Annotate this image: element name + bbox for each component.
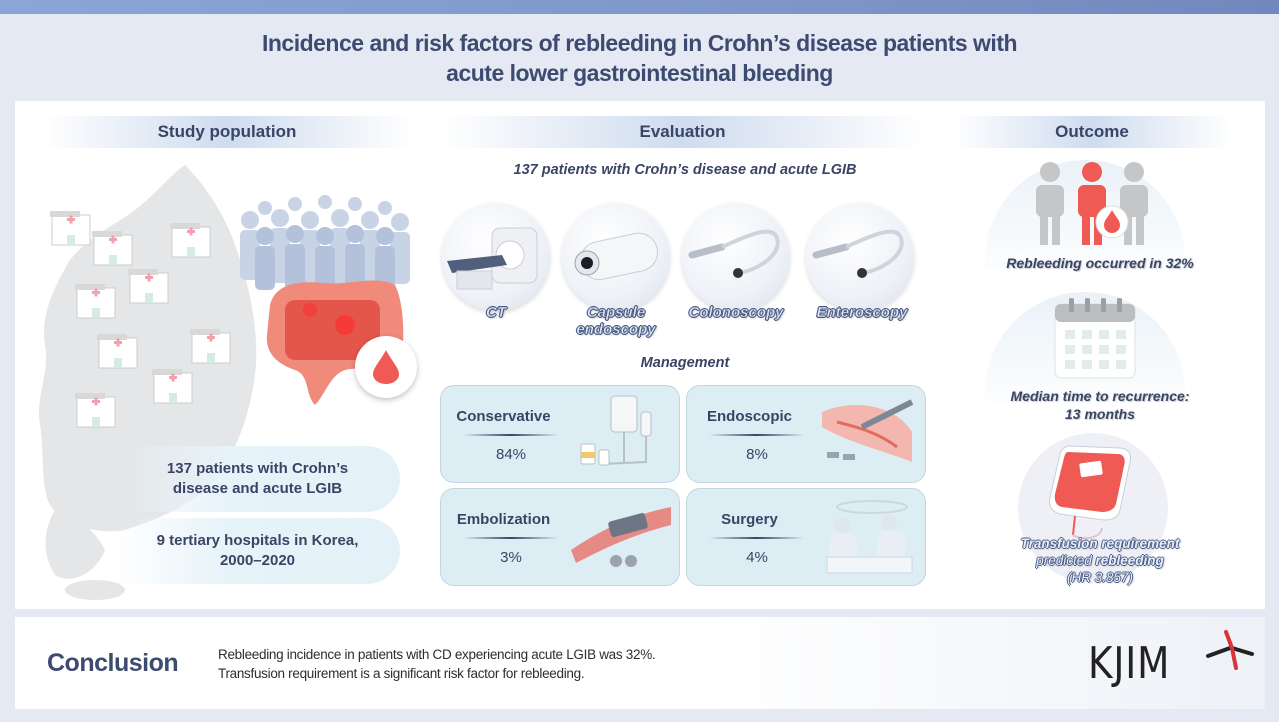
- management-card-endoscopic: Endoscopic 8%: [686, 385, 926, 483]
- hospitals-box: 9 tertiary hospitals in Korea, 2000–2020: [115, 518, 400, 584]
- hospital-icon: [75, 393, 116, 428]
- hospital-icon: [128, 269, 169, 304]
- enteroscope-icon: [812, 229, 904, 278]
- calendar-icon: [1054, 298, 1136, 379]
- divider: [463, 537, 558, 539]
- transfusion-finding: Transfusion requirement predicted reblee…: [950, 535, 1250, 586]
- hospitals-line-2: 2000–2020: [219, 552, 296, 569]
- title-line-2: acute lower gastrointestinal bleeding: [446, 60, 833, 86]
- top-bar: [0, 0, 1279, 14]
- management-name: Embolization: [456, 511, 551, 528]
- management-card-surgery: Surgery 4%: [686, 488, 926, 586]
- divider: [709, 434, 804, 436]
- hospital-icon: [190, 329, 231, 364]
- outcome-header: Outcome: [952, 116, 1232, 148]
- hospital-icon: [152, 369, 193, 404]
- ct-scanner-icon: [447, 227, 538, 290]
- rebleeding-rate: Rebleeding occurred in 32%: [1006, 255, 1194, 271]
- median-line-1: Median time to recurrence:: [1010, 388, 1190, 404]
- transfusion-line-2: predicted rebleeding: [950, 552, 1250, 569]
- hospital-icon: [97, 334, 138, 369]
- surgery-icon: [826, 500, 913, 574]
- enteroscopy-circle: [806, 203, 914, 311]
- iv-drip-icon: [580, 395, 652, 466]
- management-name: Endoscopic: [706, 408, 792, 425]
- management-name: Conservative: [456, 408, 551, 425]
- people-icon: [1036, 162, 1148, 245]
- management-title: Management: [640, 355, 730, 371]
- logo-cross-icon: [1206, 630, 1254, 670]
- conclusion-title: Conclusion: [47, 649, 179, 677]
- evaluation-header: Evaluation: [440, 116, 925, 148]
- hospital-icon: [50, 211, 91, 246]
- title-line-1: Incidence and risk factors of rebleeding…: [261, 30, 1018, 56]
- blood-bag-icon: [1049, 445, 1131, 540]
- colonoscopy-circle: [682, 203, 790, 311]
- endoscopic-clip-icon: [822, 399, 914, 462]
- evaluation-subtitle: 137 patients with Crohn’s disease and ac…: [513, 162, 857, 178]
- transfusion-line-3: (HR 3.857): [1066, 570, 1134, 585]
- conclusion-line-1: Rebleeding incidence in patients with CD…: [218, 647, 656, 662]
- capsule-icon: [574, 232, 658, 281]
- divider: [709, 537, 804, 539]
- conclusion-line-2: Transfusion requirement is a significant…: [218, 666, 585, 681]
- patients-box: 137 patients with Crohn’s disease and ac…: [115, 446, 400, 512]
- blood-drop-badge: [355, 336, 417, 398]
- transfusion-line-2a: predicted: [1036, 553, 1096, 568]
- management-value: 4%: [746, 549, 768, 566]
- management-value: 84%: [495, 446, 527, 463]
- divider: [463, 434, 558, 436]
- colonoscopy-label: Colonoscopy: [688, 304, 784, 321]
- hospital-icon: [170, 223, 211, 258]
- ct-label: CT: [486, 304, 506, 321]
- management-name: Surgery: [721, 511, 778, 528]
- crowd-icon: [240, 195, 410, 290]
- median-line-2: 13 months: [1064, 406, 1135, 422]
- hospital-icon: [92, 231, 133, 266]
- colonoscope-icon: [688, 229, 780, 278]
- capsule-endoscopy-label: Capsule endoscopy: [556, 304, 676, 338]
- management-card-embolization: Embolization 3%: [440, 488, 680, 586]
- conclusion-panel: [15, 617, 1265, 709]
- ct-circle: [442, 203, 550, 311]
- blood-drop-icon: [373, 350, 399, 384]
- hospitals-line-1: 9 tertiary hospitals in Korea,: [156, 532, 359, 549]
- management-value: 3%: [500, 549, 522, 566]
- conclusion-text: Rebleeding incidence in patients with CD…: [218, 645, 656, 683]
- management-value: 8%: [746, 446, 768, 463]
- transfusion-line-1: Transfusion requirement: [1020, 536, 1180, 551]
- hospital-icon: [75, 284, 116, 319]
- patients-line-1: 137 patients with Crohn’s: [166, 460, 349, 477]
- kjim-logo: KJIM: [1088, 628, 1258, 704]
- capsule-label-line-2: endoscopy: [576, 321, 656, 338]
- study-population-header: Study population: [42, 116, 412, 148]
- logo-text: KJIM: [1088, 638, 1171, 689]
- capsule-label-line-1: Capsule: [586, 304, 646, 321]
- management-card-conservative: Conservative 84%: [440, 385, 680, 483]
- transfusion-line-2b: rebleeding: [1095, 553, 1164, 568]
- page-title: Incidence and risk factors of rebleeding…: [0, 28, 1279, 88]
- capsule-circle: [562, 203, 670, 311]
- enteroscopy-label: Enteroscopy: [816, 304, 908, 321]
- colon-icon: [266, 280, 404, 405]
- median-time: Median time to recurrence: 13 months: [950, 387, 1250, 423]
- right-strip: [1265, 101, 1279, 609]
- embolization-coil-icon: [571, 507, 671, 567]
- patients-line-2: disease and acute LGIB: [172, 480, 343, 497]
